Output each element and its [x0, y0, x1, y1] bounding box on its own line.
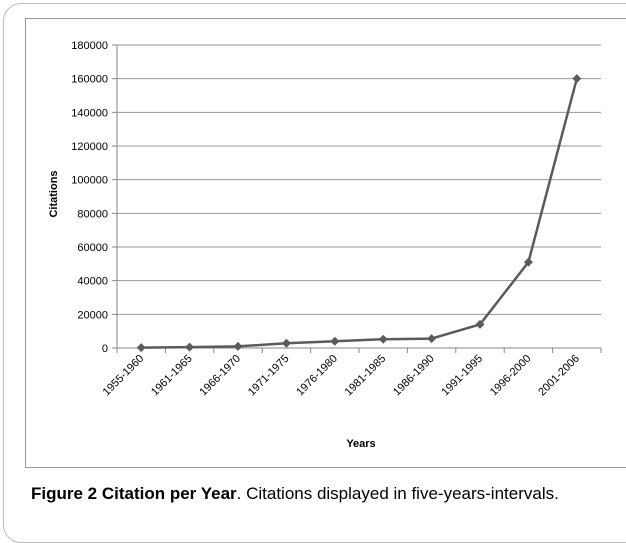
x-tick-label: 1976-1980	[294, 353, 340, 399]
y-tick-label: 140000	[71, 107, 108, 119]
x-tick-label: 1981-1985	[343, 353, 389, 399]
x-tick-label: 1966-1970	[197, 353, 243, 399]
y-tick-label: 60000	[77, 242, 108, 254]
y-tick-label: 80000	[77, 208, 108, 220]
x-tick-labels: 1955-1960 1961-1965 1966-1970 1971-1975 1976…	[101, 353, 582, 399]
figure-label: Figure 2 Citation per Year	[31, 484, 237, 503]
x-tick-label: 1971-1975	[246, 353, 292, 399]
y-tick-labels: 0 20000 40000 60000 80000 100000 120000 140000 1…	[71, 40, 108, 355]
series-layer	[136, 74, 582, 353]
figure-caption: Figure 2 Citation per Year. Citations di…	[31, 483, 626, 505]
y-tick-label: 20000	[77, 309, 108, 321]
data-point	[427, 334, 437, 344]
data-point	[136, 343, 146, 353]
data-point	[475, 319, 485, 329]
y-tick-label: 40000	[77, 276, 108, 288]
data-point	[281, 338, 291, 348]
x-tick-label: 1955-1960	[101, 353, 147, 399]
data-point	[572, 74, 582, 84]
gridlines	[117, 44, 601, 315]
x-tick-label: 1991-1995	[439, 353, 485, 399]
chart-area: 0 20000 40000 60000 80000 100000 120000 140000 1…	[25, 18, 626, 468]
y-tick-label: 180000	[71, 40, 108, 52]
y-tick-label: 0	[102, 343, 108, 355]
axes	[112, 44, 602, 353]
data-point	[378, 334, 388, 344]
data-point	[185, 342, 195, 352]
line-chart: 0 20000 40000 60000 80000 100000 120000 140000 1…	[48, 40, 602, 450]
data-point	[523, 257, 533, 267]
y-tick-label: 100000	[71, 175, 108, 187]
x-tick-label: 1986-1990	[391, 353, 437, 399]
data-point	[330, 336, 340, 346]
data-point	[233, 341, 243, 351]
series-line	[141, 78, 579, 349]
y-tick-label: 160000	[71, 74, 108, 86]
caption-text: . Citations displayed in five-years-inte…	[236, 484, 559, 503]
x-tick-label: 1996-2000	[488, 353, 534, 399]
y-axis-title: Citations	[48, 170, 60, 217]
x-tick-label: 1961-1965	[149, 353, 195, 399]
y-tick-label: 120000	[71, 141, 108, 153]
x-axis-title: Years	[346, 438, 375, 450]
x-tick-label: 2001-2006	[536, 353, 582, 399]
